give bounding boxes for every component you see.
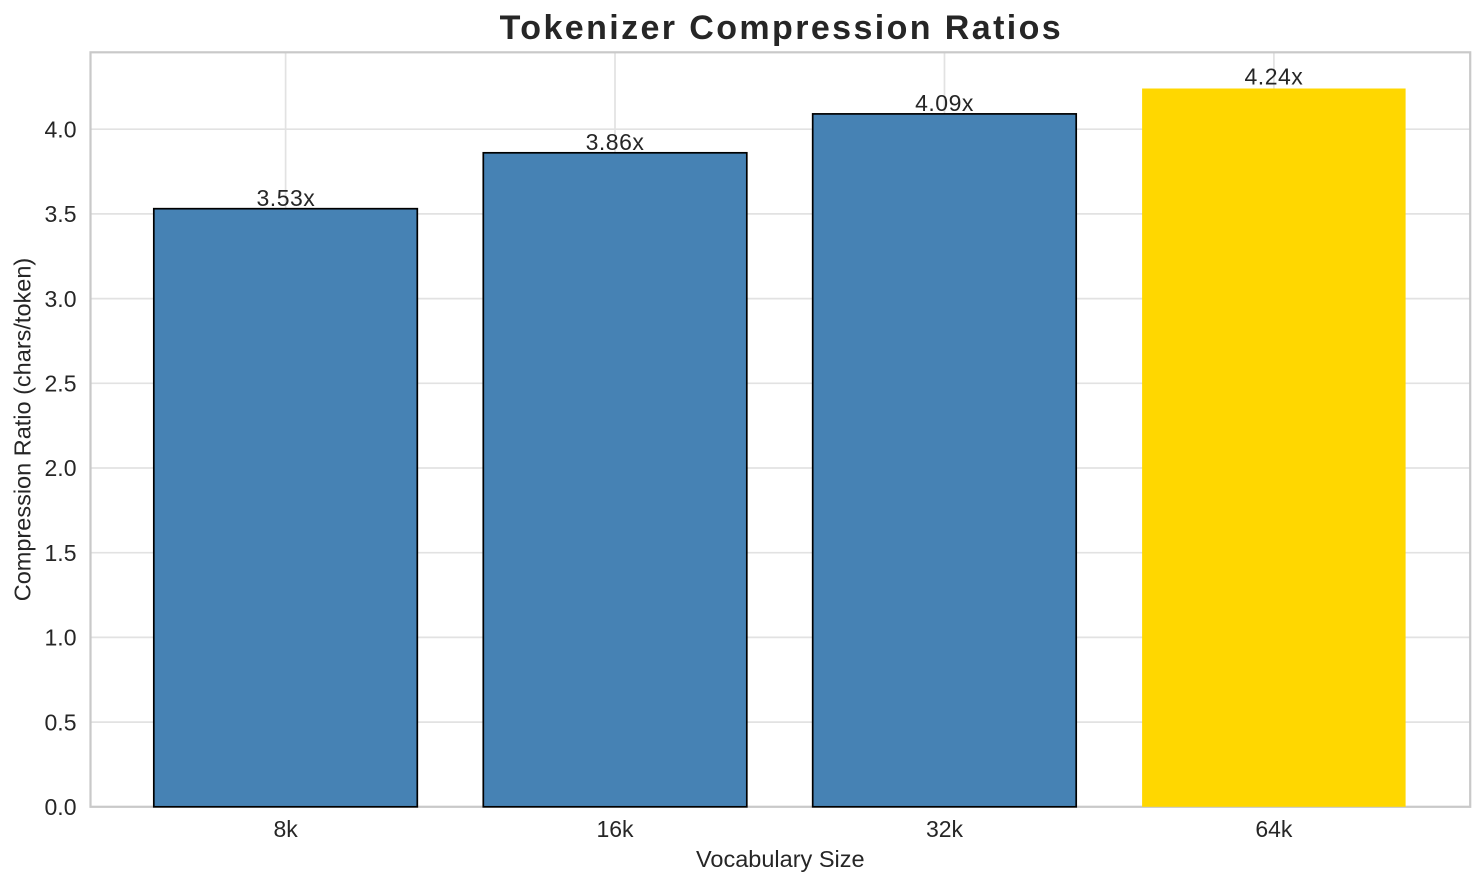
svg-text:Tokenizer Compression Ratios: Tokenizer Compression Ratios <box>500 9 1063 47</box>
svg-text:4.24x: 4.24x <box>1245 63 1304 89</box>
svg-text:64k: 64k <box>1255 816 1293 842</box>
svg-text:2.0: 2.0 <box>45 455 77 481</box>
svg-text:4.09x: 4.09x <box>915 90 974 116</box>
svg-text:0.5: 0.5 <box>45 709 77 735</box>
svg-text:3.53x: 3.53x <box>257 185 316 211</box>
svg-text:Vocabulary Size: Vocabulary Size <box>696 846 865 872</box>
svg-text:0.0: 0.0 <box>45 794 77 820</box>
svg-text:8k: 8k <box>273 816 298 842</box>
svg-text:Compression Ratio (chars/token: Compression Ratio (chars/token) <box>10 258 36 602</box>
svg-text:16k: 16k <box>596 816 634 842</box>
svg-text:3.0: 3.0 <box>45 286 77 312</box>
svg-text:4.0: 4.0 <box>45 116 77 142</box>
svg-text:2.5: 2.5 <box>45 371 77 397</box>
svg-text:1.5: 1.5 <box>45 540 77 566</box>
svg-text:32k: 32k <box>926 816 964 842</box>
svg-text:3.86x: 3.86x <box>586 129 645 155</box>
svg-text:1.0: 1.0 <box>45 625 77 651</box>
svg-text:3.5: 3.5 <box>45 201 77 227</box>
